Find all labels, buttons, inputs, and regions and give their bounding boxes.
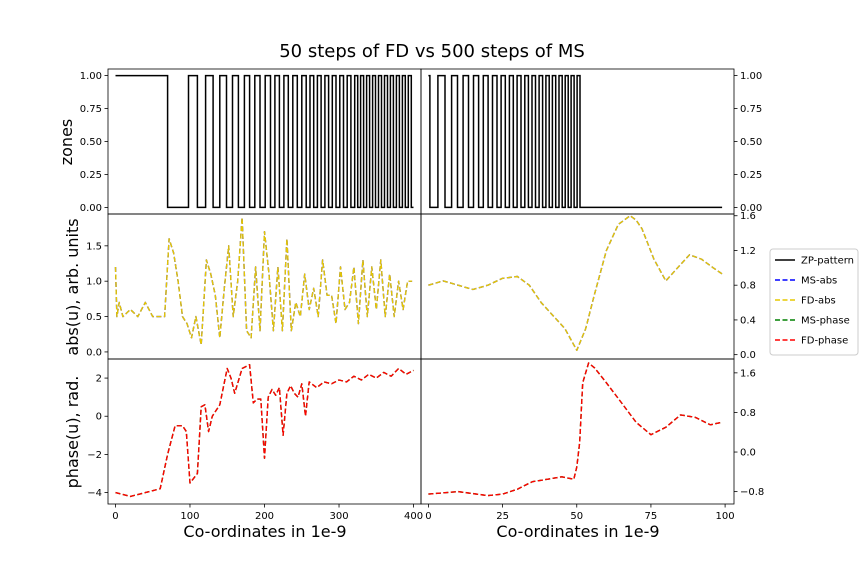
ytick-label: 0.4	[740, 315, 756, 326]
panel-frame	[420, 358, 735, 505]
ytick-label: 1.00	[80, 71, 102, 82]
ylabel-zones: zones	[57, 119, 76, 166]
plot-area	[428, 214, 723, 351]
series-fd-abs	[428, 214, 723, 351]
xlabel-col-0: Co-ordinates in 1e-9	[183, 522, 346, 541]
plot-area	[114, 216, 413, 346]
xtick-label: 25	[496, 511, 509, 522]
plot-area	[115, 364, 414, 498]
xtick-label: 0	[425, 511, 431, 522]
legend-label: FD-phase	[801, 336, 848, 347]
ytick-label: 0.50	[80, 137, 102, 148]
panel-frame	[107, 213, 422, 360]
series-ms-abs	[428, 214, 723, 351]
ytick-label: 0	[96, 412, 102, 423]
ytick-label: 1.6	[740, 368, 756, 379]
plot-area	[428, 362, 723, 497]
ylabel-row-0: zones	[57, 119, 76, 166]
ytick-label: 0.0	[740, 448, 756, 459]
ytick-label: 0.75	[80, 104, 102, 115]
series-zp-pattern	[115, 74, 414, 209]
xtick-label: 50	[570, 511, 583, 522]
ytick-label: 0.25	[740, 170, 762, 181]
panel-frame	[107, 358, 422, 505]
ytick-label: 1.0	[86, 277, 102, 288]
ylabel-phase: phase(u), rad.	[63, 376, 82, 489]
xtick-label: 200	[255, 511, 274, 522]
panel-frame	[420, 213, 735, 360]
panel-r0-c1: 0.00 0.25 0.50 0.75 1.00	[420, 68, 762, 215]
series-fd-phase	[428, 362, 723, 497]
legend-label: ZP-pattern	[801, 256, 854, 267]
ytick-label: 0.75	[740, 104, 762, 115]
ylabel-abs: abs(u), arb. units	[63, 218, 82, 355]
ytick-label: 0.50	[740, 137, 762, 148]
ytick-label: 0.8	[740, 281, 756, 292]
ytick-label: 1.6	[740, 211, 756, 222]
ytick-label: 0.0	[740, 350, 756, 361]
xtick-label: 0	[112, 511, 118, 522]
ytick-label: −2	[87, 450, 102, 461]
xtick-label: 300	[329, 511, 348, 522]
legend-label: MS-abs	[801, 276, 837, 287]
ytick-label: 2	[96, 374, 102, 385]
xtick-label: 100	[180, 511, 199, 522]
panel-r2-c1: −0.8 0.0 0.8 1.6 0 25 50 75 100	[420, 358, 764, 522]
ytick-label: 0.00	[80, 203, 102, 214]
xtick-label: 400	[404, 511, 423, 522]
ytick-label: 0.8	[740, 408, 756, 419]
panel-r2-c0: −4 −2 0 2 0 100 200 300 400	[87, 358, 423, 522]
ytick-label: 0.25	[80, 170, 102, 181]
ytick-label: 0.5	[86, 312, 102, 323]
legend-label: FD-abs	[801, 296, 836, 307]
series-zp-pattern	[428, 74, 723, 209]
panel-r0-c0: 0.00 0.25 0.50 0.75 1.00	[80, 68, 422, 215]
ytick-label: −0.8	[740, 487, 764, 498]
ytick-label: 1.00	[740, 71, 762, 82]
chart-title: 50 steps of FD vs 500 steps of MS	[279, 41, 585, 62]
ytick-label: 1.5	[86, 241, 102, 252]
plot-area	[428, 74, 723, 209]
ylabel-row-1: abs(u), arb. units	[63, 218, 82, 355]
xtick-label: 75	[645, 511, 658, 522]
ytick-label: 0.00	[740, 203, 762, 214]
ytick-label: 1.2	[740, 246, 756, 257]
panels: 0.000.250.500.751.000.000.250.500.751.00…	[80, 68, 764, 522]
panel-r1-c1: 0.0 0.4 0.8 1.2 1.6	[420, 211, 756, 361]
legend-frame	[769, 248, 859, 356]
series-fd-phase	[115, 364, 414, 498]
series-fd-abs	[114, 216, 413, 346]
xtick-label: 100	[716, 511, 735, 522]
series-ms-phase	[115, 364, 414, 498]
plot-area	[115, 74, 414, 209]
ylabel-row-2: phase(u), rad.	[63, 376, 82, 489]
legend-label: MS-phase	[801, 316, 850, 327]
panel-r1-c0: 0.0 0.5 1.0 1.5	[86, 213, 422, 360]
xlabel-col-1: Co-ordinates in 1e-9	[496, 522, 659, 541]
ytick-label: −4	[87, 488, 102, 499]
legend: ZP-pattern MS-abs FD-abs MS-phase FD-phase	[769, 248, 859, 356]
ytick-label: 0.0	[86, 347, 102, 358]
